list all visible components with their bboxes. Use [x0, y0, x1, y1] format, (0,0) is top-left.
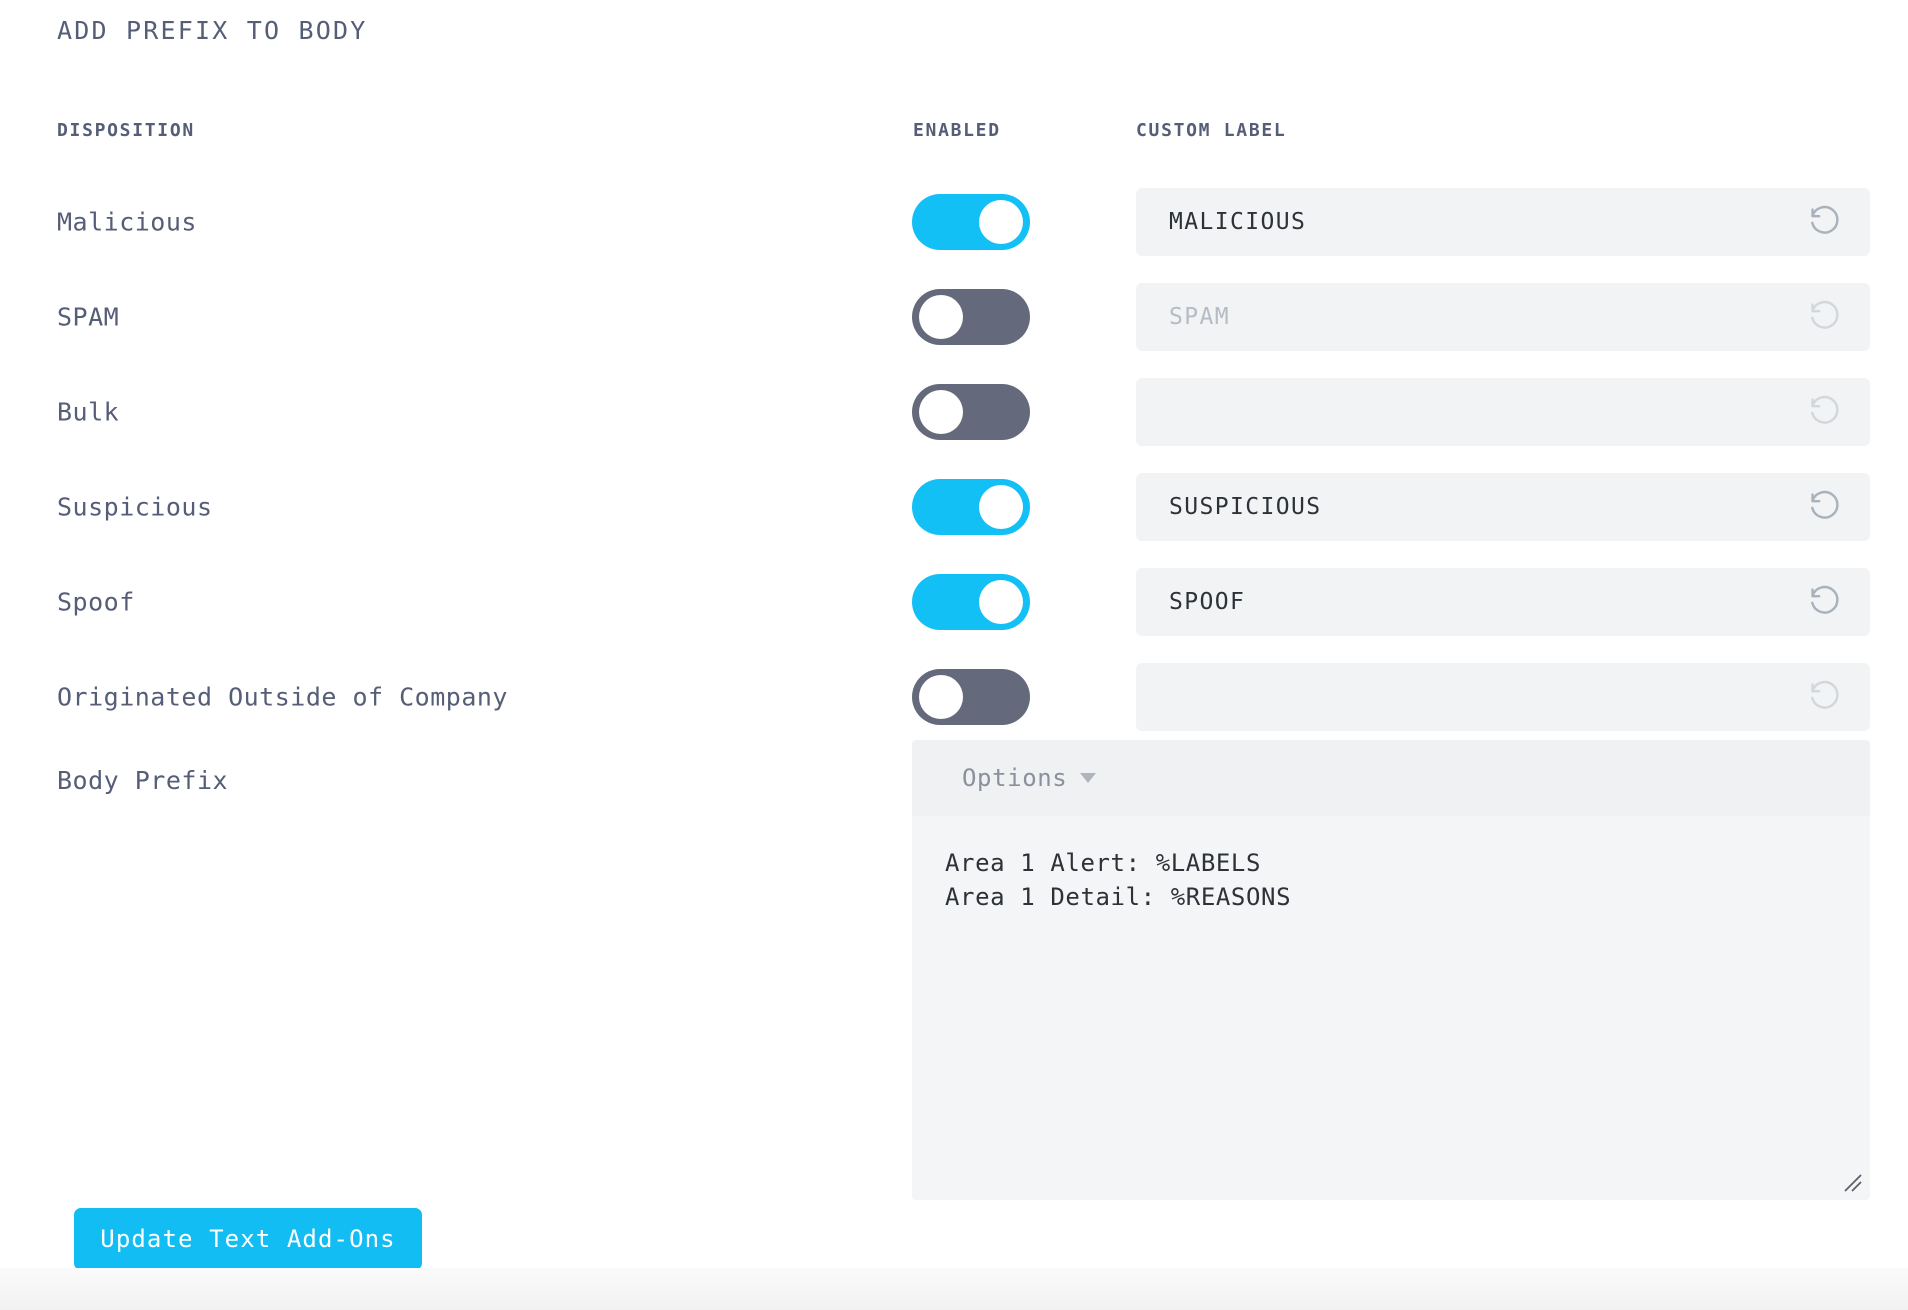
custom-label-input[interactable]: SPOOF	[1136, 568, 1870, 636]
disposition-label: Spoof	[57, 587, 135, 617]
table-row: Malicious MALICIOUS	[0, 176, 1908, 268]
column-header-disposition: DISPOSITION	[57, 120, 195, 141]
table-row: Spoof SPOOF	[0, 556, 1908, 648]
editor-body	[912, 816, 1870, 1200]
enabled-toggle[interactable]	[912, 384, 1030, 440]
custom-label-input[interactable]: MALICIOUS	[1136, 188, 1870, 256]
reset-icon[interactable]	[1808, 585, 1842, 619]
options-dropdown-button[interactable]: Options	[962, 764, 1097, 792]
options-dropdown-label: Options	[962, 764, 1068, 792]
body-prefix-editor: Options	[912, 740, 1870, 1200]
custom-label-input[interactable]: SUSPICIOUS	[1136, 473, 1870, 541]
enabled-toggle[interactable]	[912, 289, 1030, 345]
table-row: Bulk	[0, 366, 1908, 458]
column-header-enabled: ENABLED	[913, 120, 1001, 141]
enabled-toggle[interactable]	[912, 574, 1030, 630]
disposition-label: Originated Outside of Company	[57, 682, 508, 712]
reset-icon[interactable]	[1808, 490, 1842, 524]
custom-label-input[interactable]	[1136, 378, 1870, 446]
enabled-toggle[interactable]	[912, 669, 1030, 725]
custom-label-value: SUSPICIOUS	[1169, 494, 1322, 520]
custom-label-input[interactable]: SPAM	[1136, 283, 1870, 351]
reset-icon[interactable]	[1808, 300, 1842, 334]
custom-label-input[interactable]	[1136, 663, 1870, 731]
disposition-label: SPAM	[57, 302, 120, 332]
custom-label-value: MALICIOUS	[1169, 209, 1307, 235]
table-row: Suspicious SUSPICIOUS	[0, 461, 1908, 553]
disposition-label: Bulk	[57, 397, 120, 427]
toggle-knob	[919, 390, 963, 434]
custom-label-value: SPOOF	[1169, 589, 1246, 615]
disposition-label: Suspicious	[57, 492, 213, 522]
toggle-knob	[979, 580, 1023, 624]
reset-icon[interactable]	[1808, 205, 1842, 239]
toggle-knob	[919, 675, 963, 719]
toggle-knob	[979, 485, 1023, 529]
reset-icon[interactable]	[1808, 395, 1842, 429]
reset-icon[interactable]	[1808, 680, 1842, 714]
update-text-addons-button[interactable]: Update Text Add-Ons	[74, 1208, 422, 1270]
table-row: Originated Outside of Company	[0, 651, 1908, 743]
footer-strip	[0, 1268, 1908, 1310]
chevron-down-icon	[1080, 773, 1097, 783]
toggle-knob	[979, 200, 1023, 244]
body-prefix-label: Body Prefix	[57, 766, 229, 795]
enabled-toggle[interactable]	[912, 479, 1030, 535]
enabled-toggle[interactable]	[912, 194, 1030, 250]
table-row: SPAM SPAM	[0, 271, 1908, 363]
body-prefix-textarea[interactable]	[945, 846, 1845, 1146]
toggle-knob	[919, 295, 963, 339]
column-header-custom-label: CUSTOM LABEL	[1136, 120, 1287, 141]
page-title: ADD PREFIX TO BODY	[57, 16, 368, 45]
editor-toolbar: Options	[912, 740, 1870, 816]
custom-label-value: SPAM	[1169, 304, 1230, 330]
resize-grip-icon[interactable]	[1842, 1172, 1864, 1194]
disposition-label: Malicious	[57, 207, 197, 237]
